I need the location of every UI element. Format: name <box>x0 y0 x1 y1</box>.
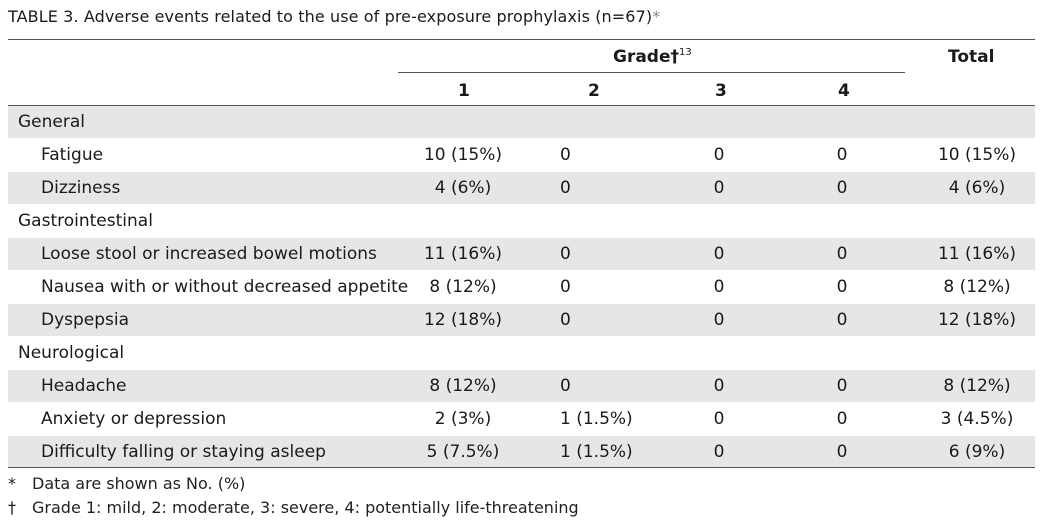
cell-g2: 0 <box>560 310 571 330</box>
cell-g4: 0 <box>836 409 848 429</box>
table-row: Fatigue 10 (15%) 0 0 0 10 (15%) <box>8 139 1035 171</box>
cell-g3: 0 <box>713 409 725 429</box>
cell-total: 11 (16%) <box>937 244 1017 264</box>
section-label: General <box>18 112 85 132</box>
cell-g3: 0 <box>713 244 725 264</box>
cell-g3: 0 <box>713 442 725 462</box>
cell-total: 3 (4.5%) <box>940 409 1014 429</box>
table-row: Anxiety or depression 2 (3%) 1 (1.5%) 0 0 3 (… <box>8 403 1035 435</box>
row-label: Nausea with or without decreased appetit… <box>41 277 409 297</box>
cell-g1: 4 (6%) <box>434 178 492 198</box>
cell-g1: 12 (18%) <box>423 310 503 330</box>
cell-g4: 0 <box>836 376 848 396</box>
grade-col-3: 3 <box>715 81 727 101</box>
section-label: Neurological <box>18 343 125 363</box>
grade-header: Grade†13 <box>613 47 692 67</box>
header-bottom-rule <box>8 105 1035 106</box>
cell-g4: 0 <box>836 145 848 165</box>
cell-total: 10 (15%) <box>937 145 1017 165</box>
cell-total: 8 (12%) <box>943 277 1011 297</box>
grade-col-4: 4 <box>838 81 850 101</box>
footnote-1-text: Data are shown as No. (%) <box>32 474 246 493</box>
cell-g3: 0 <box>713 178 725 198</box>
cell-g4: 0 <box>836 178 848 198</box>
table-row: Dizziness 4 (6%) 0 0 0 4 (6%) <box>8 172 1035 204</box>
grade-header-ref: 13 <box>679 47 692 58</box>
footnote-2-symbol: † <box>8 498 16 517</box>
row-label: Loose stool or increased bowel motions <box>41 244 377 264</box>
cell-g3: 0 <box>713 310 725 330</box>
caption-text: TABLE 3. Adverse events related to the u… <box>8 7 653 26</box>
cell-g3: 0 <box>713 145 725 165</box>
table-row: Loose stool or increased bowel motions 11… <box>8 238 1035 270</box>
caption-marker: * <box>652 7 661 26</box>
cell-g4: 0 <box>836 277 848 297</box>
cell-g1: 11 (16%) <box>423 244 503 264</box>
cell-g1: 10 (15%) <box>423 145 503 165</box>
cell-g3: 0 <box>713 376 725 396</box>
cell-g2: 0 <box>560 244 571 264</box>
section-row: Gastrointestinal <box>8 205 1035 237</box>
cell-g4: 0 <box>836 244 848 264</box>
table-top-rule <box>8 39 1035 40</box>
grade-header-rule <box>398 72 905 73</box>
section-label: Gastrointestinal <box>18 211 153 231</box>
table-row: Difficulty falling or staying asleep 5 (7… <box>8 436 1035 468</box>
row-label: Difficulty falling or staying asleep <box>41 442 326 462</box>
cell-g2: 0 <box>560 376 571 396</box>
cell-g1: 2 (3%) <box>434 409 492 429</box>
row-label: Anxiety or depression <box>41 409 227 429</box>
grade-header-label: Grade† <box>613 47 680 67</box>
table-caption: TABLE 3. Adverse events related to the u… <box>8 7 660 26</box>
table-row: Nausea with or without decreased appetit… <box>8 271 1035 303</box>
cell-total: 8 (12%) <box>943 376 1011 396</box>
footnote-1-symbol: * <box>8 474 16 493</box>
row-label: Dizziness <box>41 178 121 198</box>
cell-total: 12 (18%) <box>937 310 1017 330</box>
cell-total: 6 (9%) <box>948 442 1006 462</box>
grade-col-1: 1 <box>458 81 470 101</box>
table-bottom-rule <box>8 467 1035 468</box>
row-label: Headache <box>41 376 127 396</box>
cell-g2: 1 (1.5%) <box>560 442 633 462</box>
row-label: Dyspepsia <box>41 310 130 330</box>
footnote-2-text: Grade 1: mild, 2: moderate, 3: severe, 4… <box>32 498 579 517</box>
footnote-1: * Data are shown as No. (%) <box>8 474 245 493</box>
section-row: Neurological <box>8 337 1035 369</box>
total-header: Total <box>948 47 995 67</box>
cell-g2: 0 <box>560 178 571 198</box>
cell-g1: 8 (12%) <box>429 376 497 396</box>
cell-g4: 0 <box>836 310 848 330</box>
cell-g1: 8 (12%) <box>429 277 497 297</box>
table-row: Dyspepsia 12 (18%) 0 0 0 12 (18%) <box>8 304 1035 336</box>
section-row: General <box>8 106 1035 138</box>
cell-g1: 5 (7.5%) <box>426 442 500 462</box>
cell-total: 4 (6%) <box>948 178 1006 198</box>
row-label: Fatigue <box>41 145 104 165</box>
cell-g2: 0 <box>560 145 571 165</box>
table-row: Headache 8 (12%) 0 0 0 8 (12%) <box>8 370 1035 402</box>
cell-g3: 0 <box>713 277 725 297</box>
cell-g2: 0 <box>560 277 571 297</box>
grade-col-2: 2 <box>588 81 600 101</box>
cell-g2: 1 (1.5%) <box>560 409 633 429</box>
cell-g4: 0 <box>836 442 848 462</box>
footnote-2: † Grade 1: mild, 2: moderate, 3: severe, … <box>8 498 579 517</box>
